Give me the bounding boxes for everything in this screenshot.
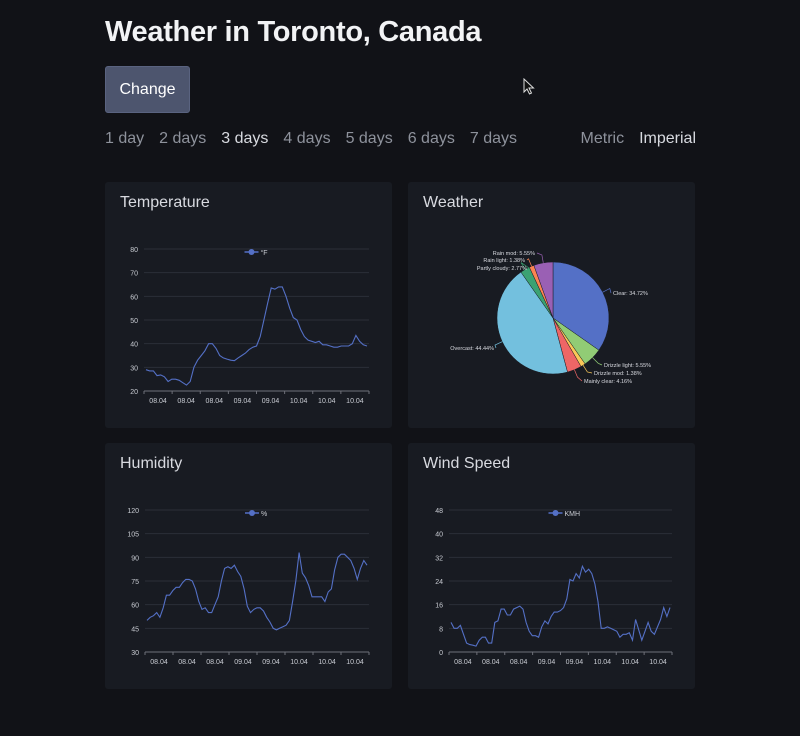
y-tick-label: 32 (435, 555, 443, 562)
unit-selector: Metric Imperial (581, 130, 696, 148)
y-tick-label: 120 (127, 508, 139, 515)
change-location-button[interactable]: Change (105, 66, 190, 113)
pie-slice (533, 261, 554, 319)
x-tick-label: 08.04 (150, 659, 168, 666)
data-line (450, 564, 671, 647)
x-tick-label: 08.04 (206, 398, 224, 405)
day-option-2[interactable]: 2 days (159, 130, 207, 147)
y-tick-label: 50 (130, 318, 138, 325)
unit-imperial[interactable]: Imperial (639, 130, 696, 147)
day-option-4[interactable]: 4 days (283, 130, 331, 147)
weather-card: Weather Clear: 34.72% Drizzle light: 5.55… (408, 182, 695, 428)
x-tick-label: 10.04 (318, 398, 336, 405)
y-tick-label: 60 (130, 294, 138, 301)
x-tick-label: 10.04 (346, 659, 364, 666)
y-tick-label: 80 (130, 247, 138, 254)
day-option-5[interactable]: 5 days (345, 130, 393, 147)
x-tick-label: 08.04 (454, 659, 472, 666)
x-tick-label: 10.04 (346, 398, 364, 405)
y-tick-label: 30 (131, 650, 139, 657)
humidity-card: Humidity 30 45 60 75 90 105 120 08.04 08.04 08.04… (105, 443, 392, 689)
y-tick-label: 0 (439, 650, 443, 657)
day-option-1[interactable]: 1 day (105, 130, 145, 147)
y-tick-label: 40 (435, 532, 443, 539)
label-leader-line (602, 287, 612, 294)
day-option-6[interactable]: 6 days (407, 130, 455, 147)
data-line (145, 286, 368, 386)
x-tick-label: 10.04 (290, 398, 308, 405)
legend-label: % (261, 511, 267, 518)
y-tick-label: 70 (130, 271, 138, 278)
temperature-card: Temperature 20 30 40 50 60 70 80 08.04 08.04 08.0… (105, 182, 392, 428)
card-title: Weather (423, 194, 484, 211)
wind-speed-chart: 0 8 16 24 32 40 48 08.04 08.04 08.04 09.04 09.04 10.… (435, 508, 673, 666)
day-option-7[interactable]: 7 days (469, 130, 517, 147)
y-tick-label: 45 (131, 626, 139, 633)
pie-label: Partly cloudy: 2.77% (477, 266, 527, 272)
temperature-chart: 20 30 40 50 60 70 80 08.04 08.04 08.04 09.04 09.04 1… (130, 247, 370, 405)
x-tick-label: 10.04 (621, 659, 639, 666)
mouse-cursor-icon (523, 78, 535, 95)
pie-label: Overcast: 44.44% (450, 346, 494, 352)
pie-label: Mainly clear: 4.16% (584, 379, 632, 385)
y-tick-label: 16 (435, 603, 443, 610)
legend-marker-icon (249, 510, 255, 516)
label-leader-line (582, 365, 593, 374)
label-leader-line (526, 258, 532, 267)
x-tick-label: 10.04 (649, 659, 667, 666)
x-tick-label: 10.04 (290, 659, 308, 666)
unit-metric[interactable]: Metric (580, 130, 625, 147)
card-title: Temperature (120, 194, 210, 211)
wind-card: Wind Speed 0 8 16 24 32 40 48 08.04 08.04 08.04 09… (408, 443, 695, 689)
label-leader-line (520, 262, 530, 270)
x-tick-label: 09.04 (538, 659, 556, 666)
label-leader-line (592, 357, 603, 366)
x-tick-label: 08.04 (177, 398, 195, 405)
card-title: Humidity (120, 455, 183, 472)
y-tick-label: 105 (127, 532, 139, 539)
pie-slice (496, 271, 568, 375)
card-title: Wind Speed (423, 455, 511, 472)
legend-label: °F (261, 249, 268, 257)
y-tick-label: 8 (439, 626, 443, 633)
y-tick-label: 48 (435, 508, 443, 515)
x-tick-label: 08.04 (149, 398, 167, 405)
y-tick-label: 40 (130, 342, 138, 349)
label-leader-line (494, 341, 503, 349)
y-tick-label: 30 (130, 365, 138, 372)
pie-label: Rain light: 1.38% (483, 258, 525, 264)
day-range-selector: 1 day 2 days 3 days 4 days 5 days 6 days… (105, 130, 517, 148)
x-tick-label: 09.04 (234, 659, 252, 666)
weather-pie-chart: Clear: 34.72% Drizzle light: 5.55% Drizzle… (450, 251, 651, 385)
y-tick-label: 90 (131, 555, 139, 562)
y-tick-label: 60 (131, 603, 139, 610)
x-tick-label: 09.04 (262, 398, 280, 405)
legend-marker-icon (248, 249, 255, 255)
y-tick-label: 75 (131, 579, 139, 586)
x-tick-label: 09.04 (234, 398, 252, 405)
data-line (146, 552, 368, 631)
x-tick-label: 09.04 (566, 659, 584, 666)
pie-label: Drizzle light: 5.55% (604, 363, 651, 369)
x-tick-label: 08.04 (510, 659, 528, 666)
y-tick-label: 24 (435, 579, 443, 586)
x-tick-label: 10.04 (318, 659, 336, 666)
x-tick-label: 08.04 (206, 659, 224, 666)
pie-label: Rain mod: 5.55% (493, 251, 535, 257)
y-tick-label: 20 (130, 389, 138, 396)
day-option-3[interactable]: 3 days (221, 130, 269, 147)
label-leader-line (574, 369, 583, 382)
x-tick-label: 08.04 (178, 659, 196, 666)
pie-label: Drizzle mod: 1.38% (594, 371, 642, 377)
legend-label: KMH (565, 511, 581, 518)
pie-label: Clear: 34.72% (613, 291, 648, 297)
x-tick-label: 10.04 (594, 659, 612, 666)
x-tick-label: 08.04 (482, 659, 500, 666)
humidity-chart: 30 45 60 75 90 105 120 08.04 08.04 08.04 09.04 09.0… (127, 508, 370, 666)
page-title: Weather in Toronto, Canada (105, 16, 482, 48)
label-leader-line (536, 252, 544, 263)
x-tick-label: 09.04 (262, 659, 280, 666)
legend-marker-icon (552, 510, 559, 516)
